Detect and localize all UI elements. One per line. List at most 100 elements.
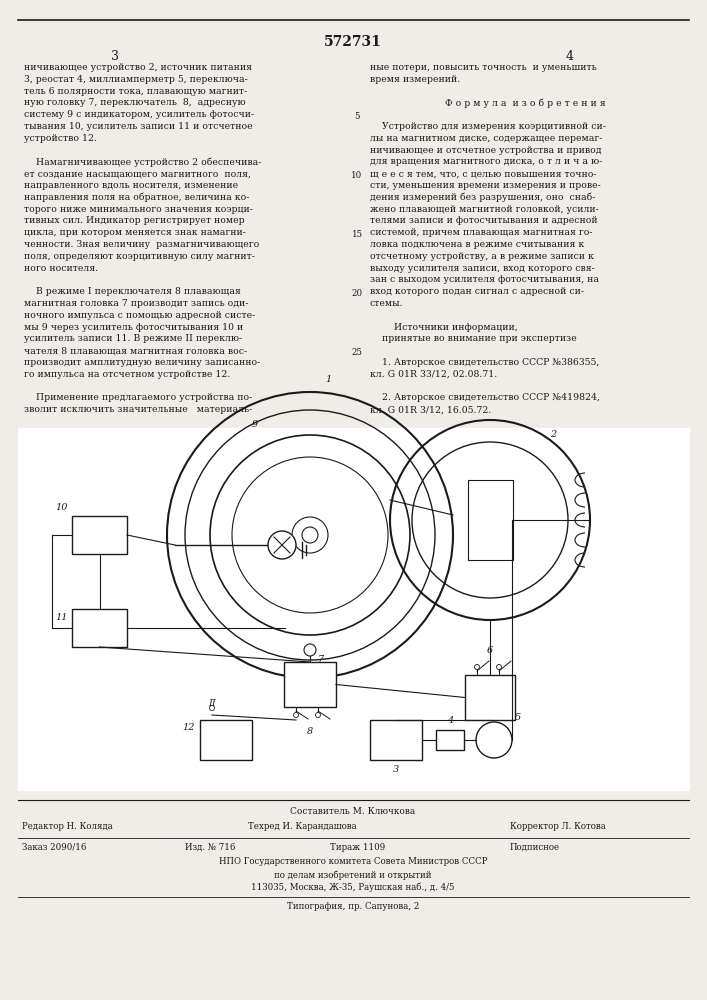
Text: Типография, пр. Сапунова, 2: Типография, пр. Сапунова, 2: [287, 902, 419, 911]
Text: ную головку 7, переключатель  8,  адресную: ную головку 7, переключатель 8, адресную: [24, 98, 245, 107]
Text: 5: 5: [515, 713, 521, 722]
Text: производит амплитудную величину записанно-: производит амплитудную величину записанн…: [24, 358, 260, 367]
Text: чателя 8 плавающая магнитная головка вос-: чателя 8 плавающая магнитная головка вос…: [24, 346, 247, 355]
Text: Подписное: Подписное: [510, 843, 560, 852]
Text: 3: 3: [111, 50, 119, 63]
Text: 10: 10: [56, 503, 68, 512]
Circle shape: [304, 644, 316, 656]
Text: 15: 15: [351, 230, 363, 239]
Text: телями записи и фотосчитывания и адресной: телями записи и фотосчитывания и адресно…: [370, 216, 597, 225]
Bar: [465, 675, 515, 720]
Bar: [200, 720, 252, 760]
Bar: [370, 720, 422, 760]
Text: принятые во внимание при экспертизе: принятые во внимание при экспертизе: [370, 334, 577, 343]
Text: выходу усилителя записи, вход которого свя-: выходу усилителя записи, вход которого с…: [370, 264, 595, 273]
Text: системой, причем плавающая магнитная го-: системой, причем плавающая магнитная го-: [370, 228, 592, 237]
Bar: [467, 480, 513, 560]
Text: кл. G 01R 33/12, 02.08.71.: кл. G 01R 33/12, 02.08.71.: [370, 370, 497, 379]
Circle shape: [292, 517, 328, 553]
Text: торого ниже минимального значения коэрци-: торого ниже минимального значения коэрци…: [24, 205, 253, 214]
Text: 7: 7: [318, 655, 325, 664]
Text: 2: 2: [550, 430, 556, 439]
Text: ловка подключена в режиме считывания к: ловка подключена в режиме считывания к: [370, 240, 584, 249]
Text: 3, реостат 4, миллиамперметр 5, переключа-: 3, реостат 4, миллиамперметр 5, переключ…: [24, 75, 247, 84]
Text: 8: 8: [307, 727, 313, 736]
Text: Корректор Л. Котова: Корректор Л. Котова: [510, 822, 606, 831]
Text: жено плавающей магнитной головкой, усили-: жено плавающей магнитной головкой, усили…: [370, 205, 599, 214]
Text: I: I: [308, 669, 312, 679]
Text: щ е е с я тем, что, с целью повышения точно-: щ е е с я тем, что, с целью повышения то…: [370, 169, 597, 178]
Text: 25: 25: [351, 348, 363, 357]
Text: 3: 3: [393, 765, 399, 774]
Bar: [284, 662, 336, 707]
Text: 113035, Москва, Ж-35, Раушская наб., д. 4/5: 113035, Москва, Ж-35, Раушская наб., д. …: [251, 883, 455, 892]
Text: стемы.: стемы.: [370, 299, 404, 308]
Text: Изд. № 716: Изд. № 716: [185, 843, 235, 852]
Text: Составитель М. Ключкова: Составитель М. Ключкова: [291, 807, 416, 816]
Text: ночного импульса с помощью адресной систе-: ночного импульса с помощью адресной сист…: [24, 311, 255, 320]
Bar: [436, 730, 464, 750]
Text: систему 9 с индикатором, усилитель фотосчи-: систему 9 с индикатором, усилитель фотос…: [24, 110, 254, 119]
Text: сти, уменьшения времени измерения и прове-: сти, уменьшения времени измерения и пров…: [370, 181, 601, 190]
Text: 1: 1: [325, 375, 332, 384]
Text: НПО Государственного комитета Совета Министров СССР: НПО Государственного комитета Совета Мин…: [218, 857, 487, 866]
Text: ет создание насыщающего магнитного  поля,: ет создание насыщающего магнитного поля,: [24, 169, 251, 178]
Text: тывания 10, усилитель записи 11 и отсчетное: тывания 10, усилитель записи 11 и отсчет…: [24, 122, 252, 131]
Text: зан с выходом усилителя фотосчитывания, на: зан с выходом усилителя фотосчитывания, …: [370, 275, 599, 284]
Text: устройство 12.: устройство 12.: [24, 134, 97, 143]
Text: 20: 20: [351, 289, 363, 298]
Text: тивных сил. Индикатор регистрирует номер: тивных сил. Индикатор регистрирует номер: [24, 216, 245, 225]
Text: 6: 6: [487, 646, 493, 655]
Text: направленного вдоль носителя, изменение: направленного вдоль носителя, изменение: [24, 181, 238, 190]
Text: Тираж 1109: Тираж 1109: [330, 843, 385, 852]
Text: тель 6 полярности тока, плавающую магнит-: тель 6 полярности тока, плавающую магнит…: [24, 87, 247, 96]
Circle shape: [209, 706, 214, 710]
Circle shape: [268, 531, 296, 559]
Text: 1. Авторское свидетельство СССР №386355,: 1. Авторское свидетельство СССР №386355,: [370, 358, 600, 367]
Bar: [72, 609, 127, 647]
Text: ченности. Зная величину  размагничивающего: ченности. Зная величину размагничивающег…: [24, 240, 259, 249]
Text: магнитная головка 7 производит запись оди-: магнитная головка 7 производит запись од…: [24, 299, 248, 308]
Text: Ф о р м у л а  и з о б р е т е н и я: Ф о р м у л а и з о б р е т е н и я: [445, 98, 605, 108]
Text: 10: 10: [351, 171, 363, 180]
Text: 4: 4: [447, 716, 453, 725]
Text: 5: 5: [354, 112, 360, 121]
Text: ничивающее и отсчетное устройства и привод: ничивающее и отсчетное устройства и прив…: [370, 146, 602, 155]
Text: ные потери, повысить точность  и уменьшить: ные потери, повысить точность и уменьшит…: [370, 63, 597, 72]
Text: цикла, при котором меняется знак намагни-: цикла, при котором меняется знак намагни…: [24, 228, 246, 237]
Bar: [18, 428, 689, 790]
Text: зволит исключить значительные   материаль-: зволит исключить значительные материаль-: [24, 405, 252, 414]
Circle shape: [315, 712, 320, 718]
Text: дения измерений без разрушения, оно  снаб-: дения измерений без разрушения, оно снаб…: [370, 193, 595, 202]
Text: 9: 9: [252, 420, 258, 429]
Text: по делам изобретений и открытий: по делам изобретений и открытий: [274, 870, 432, 880]
Text: ного носителя.: ного носителя.: [24, 264, 98, 273]
Text: 572731: 572731: [324, 35, 382, 49]
Text: 2. Авторское свидетельство СССР №419824,: 2. Авторское свидетельство СССР №419824,: [370, 393, 600, 402]
Text: направления поля на обратное, величина ко-: направления поля на обратное, величина к…: [24, 193, 250, 202]
Circle shape: [476, 722, 512, 758]
Text: для вращения магнитного диска, о т л и ч а ю-: для вращения магнитного диска, о т л и ч…: [370, 157, 602, 166]
Circle shape: [302, 527, 318, 543]
Text: Применение предлагаемого устройства по-: Применение предлагаемого устройства по-: [24, 393, 252, 402]
Text: кл. G 01R 3/12, 16.05.72.: кл. G 01R 3/12, 16.05.72.: [370, 405, 491, 414]
Text: го импульса на отсчетном устройстве 12.: го импульса на отсчетном устройстве 12.: [24, 370, 230, 379]
Text: Устройство для измерения коэрцитивной си-: Устройство для измерения коэрцитивной си…: [370, 122, 606, 131]
Text: 4: 4: [566, 50, 574, 63]
Text: 12: 12: [182, 723, 195, 732]
Text: Редактор Н. Коляда: Редактор Н. Коляда: [22, 822, 112, 831]
Text: В режиме I переключателя 8 плавающая: В режиме I переключателя 8 плавающая: [24, 287, 241, 296]
Text: Намагничивающее устройство 2 обеспечива-: Намагничивающее устройство 2 обеспечива-: [24, 157, 262, 167]
Text: лы на магнитном диске, содержащее перемаг-: лы на магнитном диске, содержащее перема…: [370, 134, 602, 143]
Text: отсчетному устройству, а в режиме записи к: отсчетному устройству, а в режиме записи…: [370, 252, 594, 261]
Text: Заказ 2090/16: Заказ 2090/16: [22, 843, 86, 852]
Text: поля, определяют коэрцитивную силу магнит-: поля, определяют коэрцитивную силу магни…: [24, 252, 255, 261]
Bar: [72, 516, 127, 554]
Circle shape: [293, 712, 298, 718]
Text: 11: 11: [56, 613, 68, 622]
Text: Источники информации,: Источники информации,: [370, 323, 518, 332]
Text: вход которого подан сигнал с адресной си-: вход которого подан сигнал с адресной си…: [370, 287, 584, 296]
Circle shape: [496, 664, 501, 670]
Circle shape: [474, 664, 479, 670]
Text: мы 9 через усилитель фотосчитывания 10 и: мы 9 через усилитель фотосчитывания 10 и: [24, 323, 243, 332]
